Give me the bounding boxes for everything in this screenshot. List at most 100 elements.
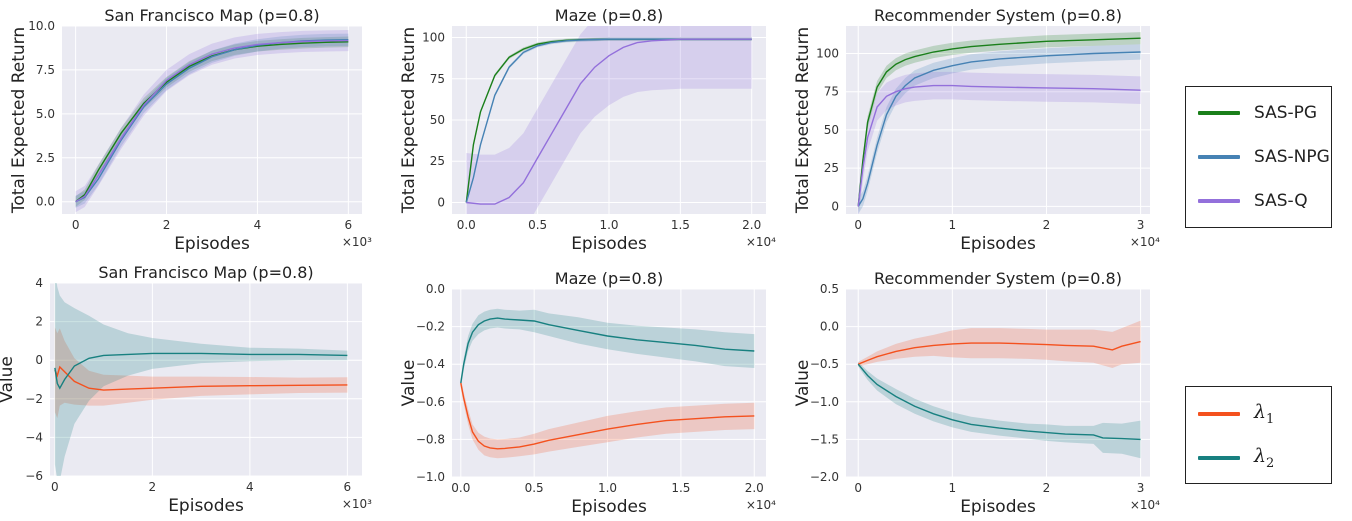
x-tick-label: 1.5 — [671, 218, 690, 232]
legend-label-sas-npg: SAS-NPG — [1254, 147, 1330, 167]
x-tick-label: 0.0 — [457, 218, 476, 232]
line-5-1 — [857, 363, 1141, 441]
x-tick-label: 0.0 — [451, 481, 470, 495]
legend-label-lambda2: λ2 — [1254, 445, 1275, 471]
x-axis-label: Episodes — [960, 497, 1036, 517]
panel-rec-return: 0 1 2 3 0 25 50 75 100 Recommender System (p=0.8)… — [793, 6, 1160, 254]
x-axis-multiplier: ×10⁴ — [1130, 235, 1160, 249]
plot-area — [452, 289, 766, 477]
line-0-0 — [75, 41, 349, 203]
line-2-0 — [857, 37, 1141, 207]
panel-maze-value: 0.0 0.5 1.0 1.5 2.0 −1.0 −0.8 −0.6 −0.4 −0.2 0.0 Ma… — [399, 269, 776, 517]
line-4-0 — [460, 382, 755, 450]
x-tick-label: 2 — [149, 480, 157, 494]
x-axis-label: Episodes — [960, 234, 1036, 254]
plot-area — [50, 283, 362, 476]
y-tick-label: 100 — [422, 31, 445, 45]
y-tick-label: 25 — [430, 154, 445, 168]
chart-title: San Francisco Map (p=0.8) — [98, 263, 313, 282]
panel-rec-value: 0 1 2 3 −2.0 −1.5 −1.0 −0.5 0.0 0.5 Recommender Sy… — [793, 269, 1160, 517]
line-1-2 — [466, 38, 752, 205]
y-tick-label: −0.6 — [416, 395, 445, 409]
x-tick-label: 1.0 — [599, 218, 618, 232]
panel-sf-return: 0 2 4 6 0.0 2.5 5.0 7.5 10.0 San Francisco Map (p… — [9, 6, 372, 254]
y-axis-label: Value — [0, 356, 17, 403]
x-tick-label: 2 — [1043, 481, 1051, 495]
y-tick-label: 2 — [35, 315, 43, 329]
y-tick-label: 0 — [831, 199, 839, 213]
y-tick-label: 50 — [430, 113, 445, 127]
x-axis-multiplier: ×10⁴ — [746, 498, 776, 512]
chart-title: Maze (p=0.8) — [555, 6, 663, 25]
x-axis-label: Episodes — [571, 234, 647, 254]
x-tick-label: 2.0 — [742, 218, 761, 232]
y-axis-label: Value — [793, 360, 813, 407]
chart-title: Recommender System (p=0.8) — [874, 6, 1122, 25]
y-tick-label: −2.0 — [810, 470, 839, 484]
series-group — [857, 320, 1141, 459]
x-tick-label: 2.0 — [745, 481, 764, 495]
chart-title: Maze (p=0.8) — [555, 269, 663, 288]
legend-swatch-sas-pg — [1198, 111, 1240, 115]
x-tick-label: 2 — [1043, 218, 1051, 232]
panel-maze-return: 0.0 0.5 1.0 1.5 2.0 0 25 50 75 100 Maze (p=0.8) Epi… — [399, 6, 776, 254]
series-group — [75, 30, 349, 213]
x-axis-label: Episodes — [174, 234, 250, 254]
y-tick-label: −2 — [25, 392, 43, 406]
y-tick-label: −1.5 — [810, 432, 839, 446]
series-group — [465, 26, 752, 214]
y-tick-label: −0.4 — [416, 357, 445, 371]
y-tick-label: −0.5 — [810, 357, 839, 371]
legend-entry-lambda2: λ2 — [1198, 445, 1274, 471]
y-tick-label: 100 — [816, 47, 839, 61]
y-axis-label: Value — [399, 360, 419, 407]
x-tick-label: 0 — [72, 218, 80, 232]
legend-label-lambda1: λ1 — [1254, 401, 1275, 427]
y-tick-label: 75 — [430, 72, 445, 86]
x-axis-label: Episodes — [168, 496, 244, 516]
y-tick-label: 0.0 — [426, 282, 445, 296]
line-3-0 — [54, 365, 348, 391]
y-tick-label: −6 — [25, 469, 43, 483]
series-group — [460, 308, 755, 459]
y-axis-label: Total Expected Return — [793, 27, 813, 214]
x-axis-multiplier: ×10³ — [342, 497, 372, 511]
panel-sf-value: 0 2 4 6 −6 −4 −2 0 2 4 San Francisco Map (p=0.8) Ep… — [0, 263, 372, 516]
line-1-1 — [465, 38, 752, 203]
x-tick-label: 0.5 — [528, 218, 547, 232]
x-tick-label: 2 — [163, 218, 171, 232]
x-tick-label: 0.5 — [525, 481, 544, 495]
y-tick-label: 4 — [35, 276, 43, 290]
y-axis-label: Total Expected Return — [399, 27, 419, 214]
legend-lambdas: λ1 λ2 — [1185, 386, 1332, 484]
series-group — [857, 32, 1141, 214]
y-tick-label: 7.5 — [36, 63, 55, 77]
line-2-2 — [857, 84, 1141, 207]
band-1-2 — [466, 26, 752, 214]
band-5-0 — [858, 320, 1141, 368]
x-axis-multiplier: ×10⁴ — [746, 235, 776, 249]
y-tick-label: 0.0 — [820, 320, 839, 334]
y-tick-label: 50 — [824, 123, 839, 137]
y-tick-label: 2.5 — [36, 151, 55, 165]
x-tick-label: 0 — [854, 481, 862, 495]
legend-methods: SAS-PG SAS-NPG SAS-Q — [1185, 86, 1332, 228]
legend-entry-lambda1: λ1 — [1198, 401, 1274, 427]
y-tick-label: −1.0 — [810, 395, 839, 409]
x-tick-label: 6 — [344, 480, 352, 494]
y-tick-label: 10.0 — [28, 19, 55, 33]
line-4-1 — [460, 317, 755, 384]
legend-swatch-sas-q — [1198, 199, 1240, 203]
y-tick-label: 0.0 — [36, 195, 55, 209]
band-4-1 — [460, 308, 755, 389]
y-axis-label: Total Expected Return — [9, 27, 29, 214]
band-2-2 — [858, 71, 1141, 214]
x-tick-label: 3 — [1137, 481, 1145, 495]
legend-swatch-lambda1 — [1198, 411, 1240, 416]
plot-area — [846, 26, 1150, 214]
band-3-1 — [54, 283, 348, 476]
legend-swatch-lambda2 — [1198, 455, 1240, 460]
chart-title: Recommender System (p=0.8) — [874, 269, 1122, 288]
x-tick-label: 0 — [51, 480, 59, 494]
